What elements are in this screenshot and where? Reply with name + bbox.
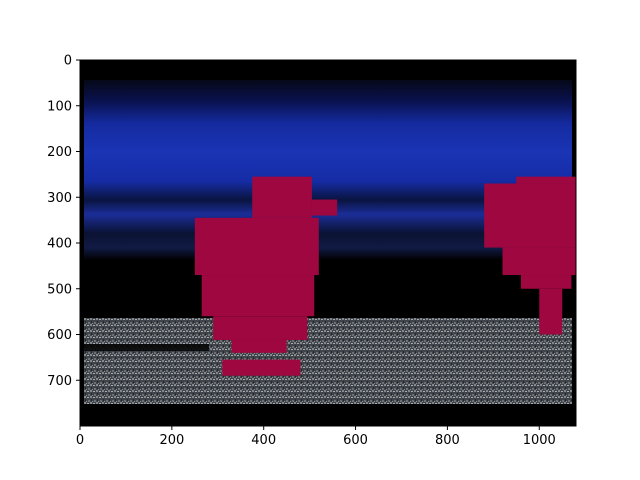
x-tick-label: 800 — [435, 433, 460, 448]
shadow-streak — [84, 344, 209, 351]
y-tick-label: 0 — [64, 54, 72, 69]
image-content — [80, 60, 576, 426]
x-tick-label: 600 — [343, 433, 368, 448]
gravel-region — [84, 318, 572, 404]
x-tick-label: 1000 — [523, 433, 556, 448]
mask-region-7 — [484, 183, 576, 248]
y-tick-label: 200 — [47, 145, 72, 160]
mask-region-6 — [222, 359, 301, 376]
mask-region-10 — [520, 275, 572, 289]
y-tick-label: 400 — [47, 237, 72, 252]
y-tick-label: 300 — [47, 191, 72, 206]
mask-region-0 — [194, 217, 319, 276]
mask-region-5 — [311, 199, 338, 216]
mask-region-4 — [252, 176, 312, 218]
mask-region-2 — [213, 316, 308, 340]
x-tick-label: 400 — [251, 433, 276, 448]
mask-layer — [194, 176, 576, 376]
y-tick-label: 100 — [47, 99, 72, 114]
y-tick-label: 600 — [47, 328, 72, 343]
mask-region-11 — [539, 288, 563, 335]
x-tick-label: 0 — [76, 433, 84, 448]
mask-region-9 — [516, 176, 576, 184]
y-axis: 0 100 200 300 400 500 600 700 — [47, 54, 80, 389]
y-tick-label: 500 — [47, 282, 72, 297]
mask-region-8 — [502, 247, 576, 276]
x-axis: 0 200 400 600 800 1000 — [76, 426, 556, 448]
y-tick-label: 700 — [47, 374, 72, 389]
mask-region-3 — [231, 339, 287, 353]
x-tick-label: 200 — [159, 433, 184, 448]
mask-region-1 — [201, 275, 315, 317]
